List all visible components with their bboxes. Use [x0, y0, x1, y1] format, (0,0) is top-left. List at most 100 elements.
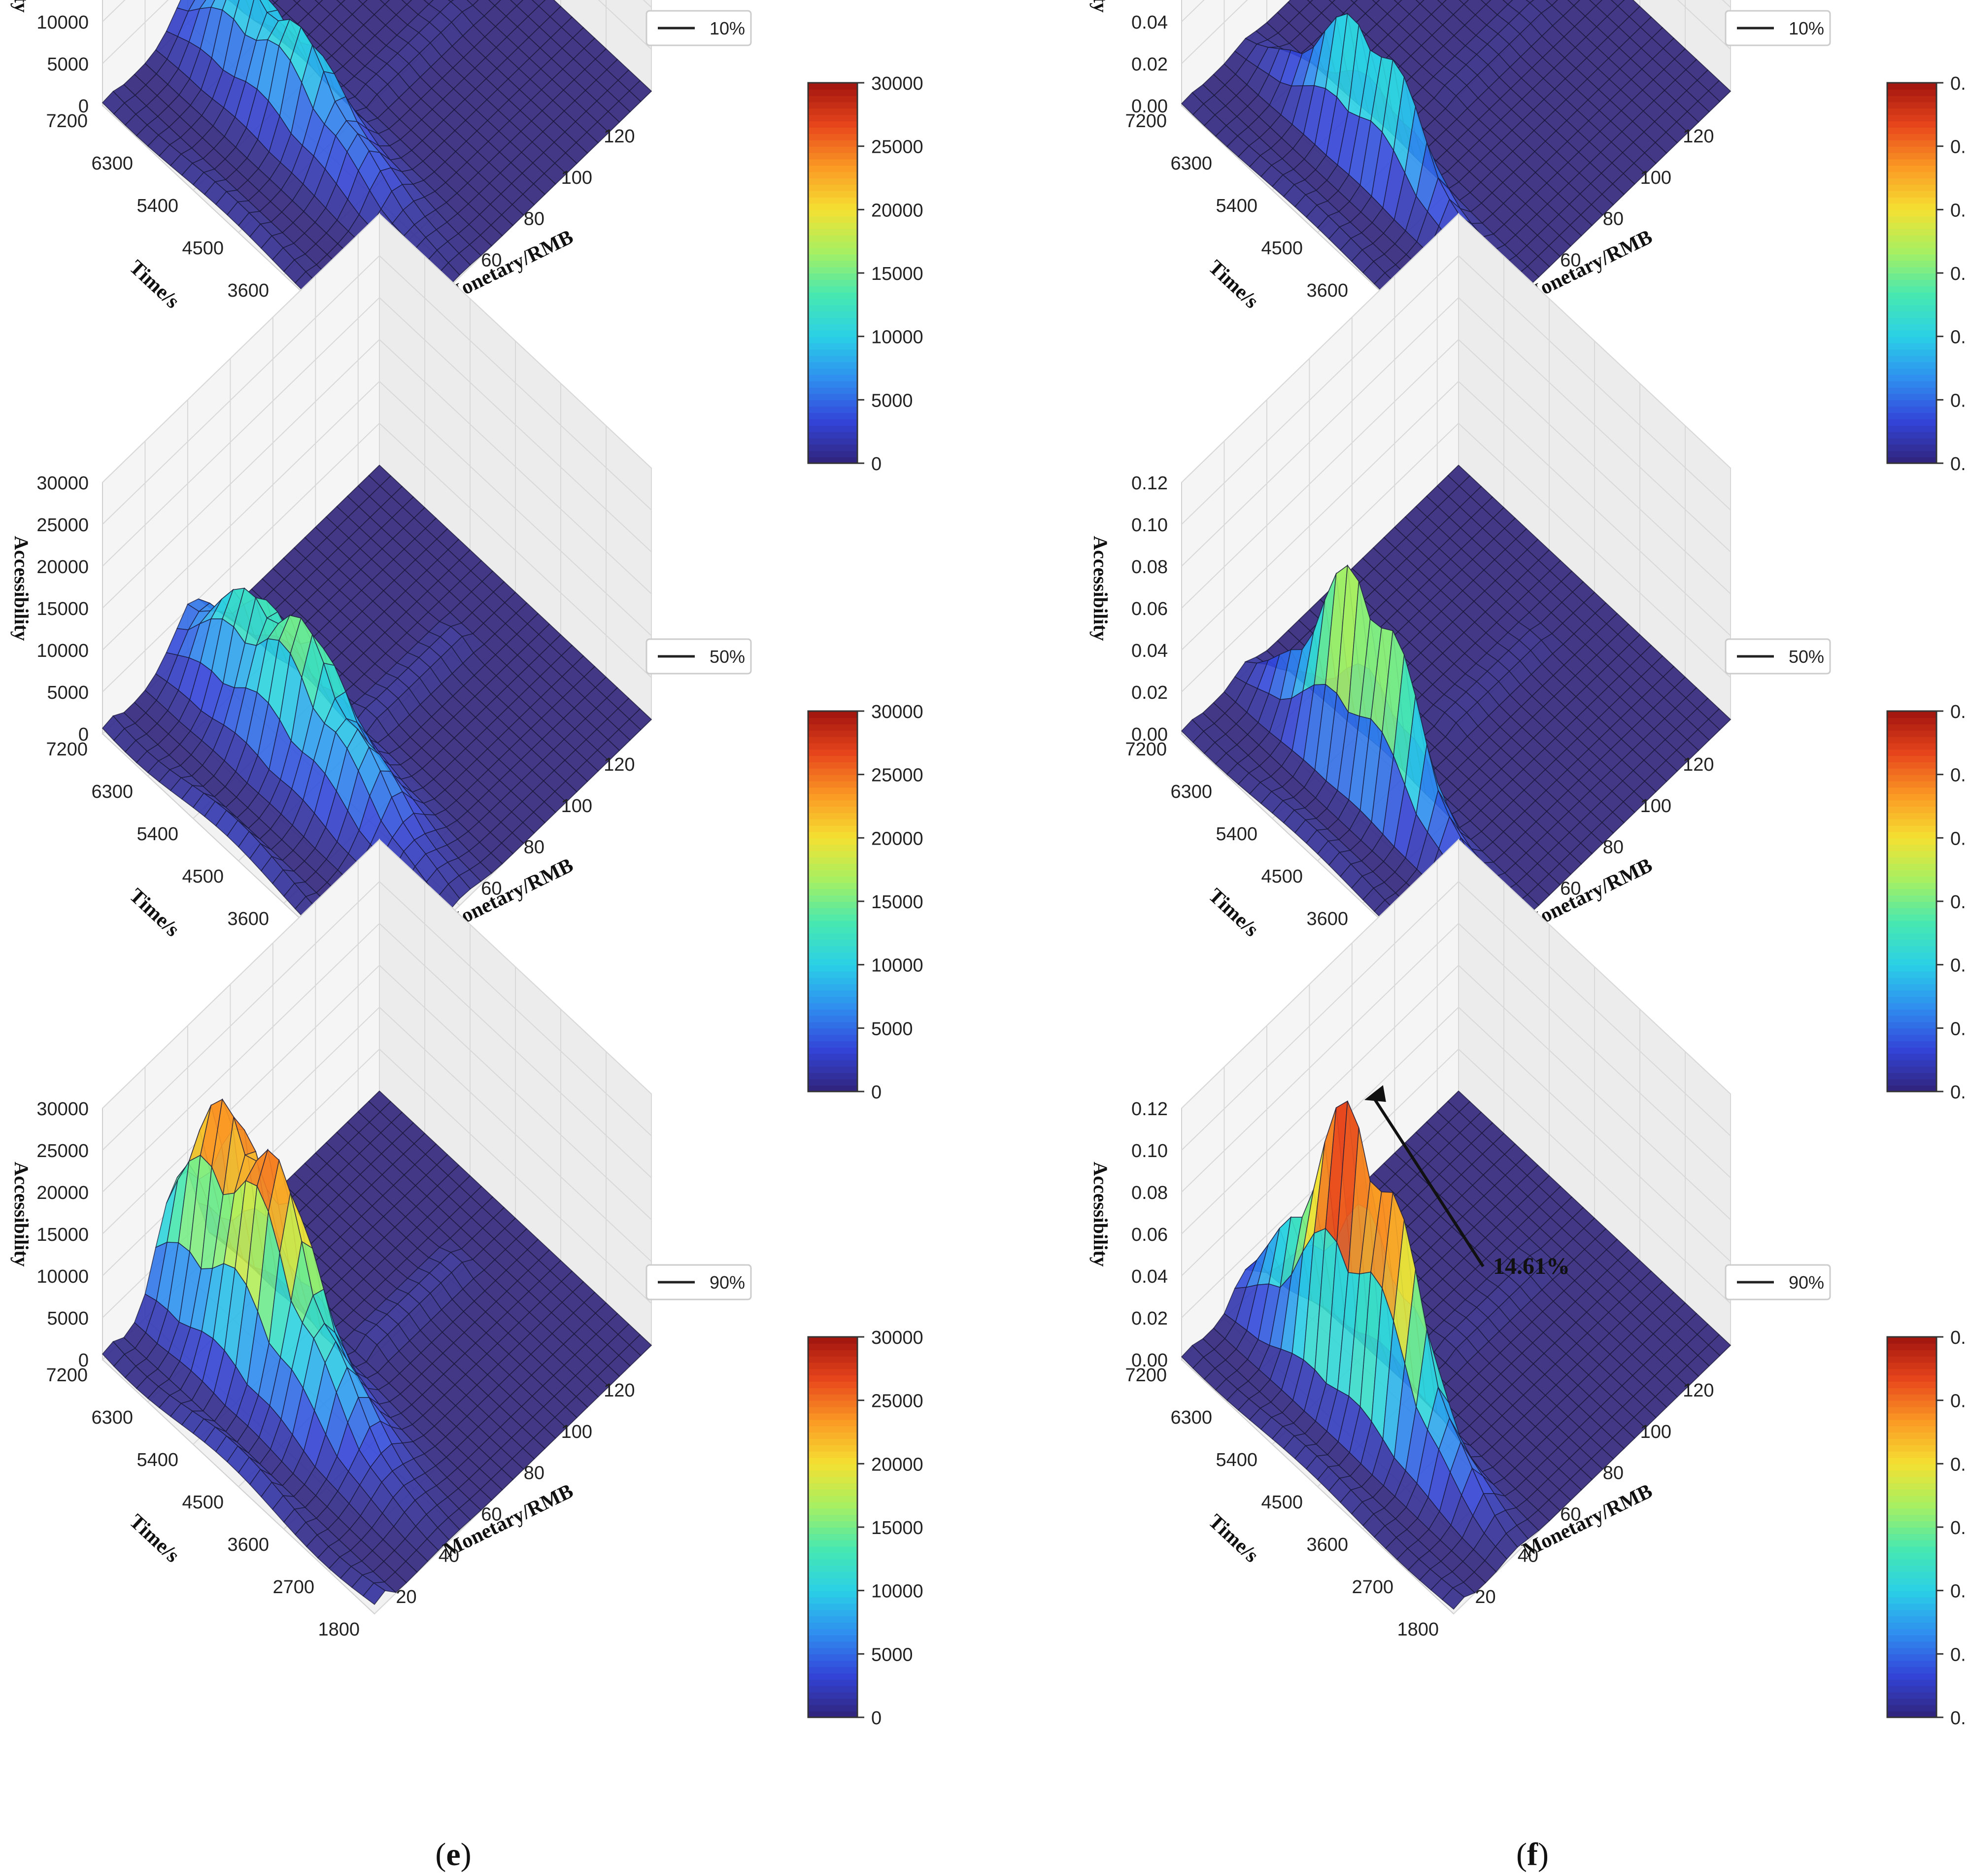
monetary-tick-label: 80	[1603, 209, 1624, 230]
colorbar-tick-label: 0	[871, 454, 882, 475]
colorbar-segment	[808, 121, 857, 128]
surface-cell	[1480, 0, 1492, 5]
colorbar-segment	[808, 1628, 857, 1636]
colorbar-tick-label: 0. 12	[1950, 702, 1970, 722]
surface-cell	[1610, 0, 1625, 7]
surface-cell	[379, 0, 390, 5]
colorbar-segment	[808, 89, 857, 96]
monetary-tick-label: 40	[439, 1545, 459, 1566]
colorbar-segment	[808, 946, 857, 953]
monetary-tick-label: 120	[1683, 126, 1714, 147]
colorbar-segment	[808, 806, 857, 813]
colorbar-segment	[808, 1066, 857, 1073]
colorbar-segment	[808, 279, 857, 286]
colorbar-segment	[1887, 380, 1936, 388]
surface-cell	[509, 0, 524, 7]
colorbar-tick-label: 5000	[871, 390, 913, 411]
colorbar-segment	[808, 876, 857, 883]
colorbar-segment	[1887, 755, 1936, 762]
colorbar-tick-label: 30000	[871, 73, 923, 94]
colorbar-segment	[808, 450, 857, 458]
colorbar-segment	[1887, 298, 1936, 306]
colorbar-segment	[808, 108, 857, 115]
colorbar-segment	[808, 1521, 857, 1528]
colorbar-segment	[1887, 438, 1936, 445]
colorbar-segment	[1887, 1628, 1936, 1636]
colorbar-segment	[808, 800, 857, 807]
colorbar-segment	[808, 95, 857, 102]
colorbar-segment	[1887, 1034, 1936, 1042]
colorbar-segment	[1887, 926, 1936, 934]
colorbar-segment	[808, 1053, 857, 1060]
z-axis: 0.00 0.02 0.04 0.06 0.08 0.10 0.12 Accessibilit…	[1089, 1099, 1168, 1371]
z-tick-label: 0.12	[1131, 473, 1168, 494]
colorbar-segment	[808, 1337, 857, 1344]
colorbar-tick-label: 25000	[871, 137, 923, 158]
colorbar-segment	[1887, 1539, 1936, 1547]
legend-box	[1725, 1264, 1831, 1300]
colorbar-segment	[808, 984, 857, 991]
colorbar-segment	[1887, 1413, 1936, 1420]
colorbar-segment	[1887, 971, 1936, 978]
colorbar-segment	[1887, 406, 1936, 413]
colorbar-segment	[1887, 730, 1936, 737]
z-tick-label: 0.02	[1131, 54, 1168, 75]
z-tick-label: 25000	[36, 515, 89, 536]
colorbar-segment	[808, 781, 857, 788]
colorbar-segment	[808, 1539, 857, 1547]
colorbar-segment	[1887, 336, 1936, 343]
colorbar-tick-label: 0. 12	[1950, 73, 1970, 94]
colorbar-segment	[1887, 1654, 1936, 1661]
colorbar-tick-label: 0. 00	[1950, 1082, 1970, 1103]
colorbar-segment	[1887, 400, 1936, 407]
colorbar-segment	[1887, 920, 1936, 927]
z-tick-label: 20000	[36, 557, 89, 578]
colorbar-tick-label: 0. 02	[1950, 1644, 1970, 1665]
surface-cell	[466, 0, 479, 6]
colorbar-tick-label: 0	[871, 1708, 882, 1729]
z-tick-label: 0	[78, 96, 89, 117]
colorbar-segment	[808, 1009, 857, 1016]
colorbar-segment	[808, 856, 857, 864]
colorbar-segment	[808, 990, 857, 997]
colorbar-segment	[1887, 1705, 1936, 1712]
colorbar-segment	[808, 184, 857, 191]
time-tick-label: 7200	[46, 739, 88, 760]
monetary-tick-label: 120	[604, 754, 635, 775]
colorbar-segment	[808, 159, 857, 166]
colorbar-segment	[808, 1679, 857, 1686]
colorbar-segment	[1887, 254, 1936, 261]
colorbar-segment	[808, 869, 857, 877]
time-tick-label: 7200	[1125, 739, 1167, 760]
colorbar: 0. 00 0. 02 0. 04 0. 06 0. 08 0. 10 0. 12	[1886, 1328, 1970, 1729]
colorbar-segment	[1887, 952, 1936, 959]
colorbar-segment	[808, 1002, 857, 1010]
z-tick-label: 15000	[36, 1225, 89, 1245]
colorbar-segment	[1887, 184, 1936, 191]
colorbar-segment	[808, 190, 857, 198]
colorbar-segment	[1887, 222, 1936, 229]
panel-e: 050001000015000200002500030000Accessibil…	[10, 838, 923, 1873]
colorbar-tick-label: 0. 00	[1950, 1708, 1970, 1729]
colorbar-segment	[1887, 1501, 1936, 1509]
colorbar-segment	[808, 241, 857, 248]
colorbar-segment	[808, 1438, 857, 1445]
monetary-tick-label: 40	[1518, 1545, 1538, 1566]
colorbar-segment	[1887, 228, 1936, 236]
colorbar-segment	[808, 311, 857, 318]
colorbar-segment	[1887, 774, 1936, 782]
colorbar-segment	[1887, 1622, 1936, 1629]
time-tick-label: 5400	[1216, 824, 1257, 845]
z-tick-label: 0.02	[1131, 682, 1168, 703]
time-tick-label: 6300	[91, 782, 133, 802]
time-tick-label: 4500	[182, 238, 224, 259]
colorbar-segment	[808, 1559, 857, 1566]
colorbar-segment	[1887, 914, 1936, 921]
legend-label: 90%	[1789, 1272, 1824, 1293]
panel-caption: (f)	[1516, 1837, 1549, 1873]
colorbar-segment	[808, 882, 857, 889]
grid-line	[102, 213, 652, 483]
colorbar-segment	[808, 305, 857, 312]
colorbar-tick-label: 15000	[871, 892, 923, 913]
z-tick-label: 30000	[36, 473, 89, 494]
